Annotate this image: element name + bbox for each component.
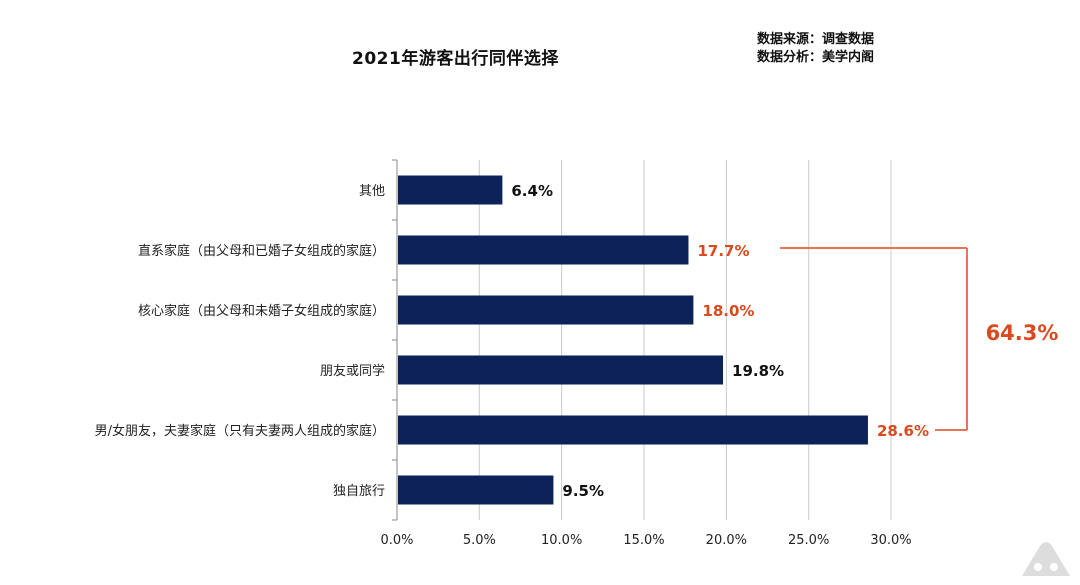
axis-layer: 0.0% 5.0% 10.0% 15.0% 20.0% 25.0% 30.0%	[380, 159, 912, 548]
bar	[398, 175, 503, 205]
category-label: 核心家庭（由父母和未婚子女组成的家庭）	[138, 303, 385, 319]
bracket-layer: 64.3%	[780, 247, 1059, 431]
bars-layer	[398, 175, 868, 505]
value-label: 19.8%	[732, 362, 784, 380]
x-tick-label: 5.0%	[463, 533, 496, 548]
x-tick-label: 0.0%	[380, 533, 413, 548]
bar	[398, 475, 554, 505]
chart-title: 2021年游客出行同伴选择	[352, 49, 559, 69]
category-label: 男/女朋友，夫妻家庭（只有夫妻两人组成的家庭）	[95, 423, 385, 439]
value-label: 9.5%	[562, 482, 604, 500]
x-tick-label: 10.0%	[541, 533, 582, 548]
value-label: 17.7%	[697, 242, 749, 260]
value-label: 28.6%	[877, 422, 929, 440]
brand-logo-icon	[1022, 542, 1070, 576]
category-label: 独自旅行	[333, 484, 385, 499]
bar	[398, 415, 868, 445]
category-label: 朋友或同学	[320, 363, 385, 379]
grid-layer	[478, 160, 892, 520]
source-note: 数据来源：调查数据 数据分析：美学内阁	[757, 31, 874, 67]
x-tick-label: 25.0%	[788, 533, 829, 548]
source-line: 数据来源：调查数据	[757, 32, 875, 47]
labels-layer: 其他 6.4% 直系家庭（由父母和已婚子女组成的家庭） 17.7% 核心家庭（由父母和未…	[95, 182, 929, 500]
analysis-line: 数据分析：美学内阁	[757, 50, 875, 65]
x-tick-label: 20.0%	[706, 533, 747, 548]
category-label: 直系家庭（由父母和已婚子女组成的家庭）	[138, 243, 385, 259]
bar	[398, 295, 694, 325]
value-label: 6.4%	[511, 182, 553, 200]
bar	[398, 235, 689, 265]
bar	[398, 355, 724, 385]
x-tick-label: 15.0%	[623, 533, 664, 548]
bracket-total-label: 64.3%	[986, 321, 1059, 345]
x-tick-label: 30.0%	[870, 533, 911, 548]
category-label: 其他	[359, 184, 385, 199]
value-label: 18.0%	[702, 302, 754, 320]
